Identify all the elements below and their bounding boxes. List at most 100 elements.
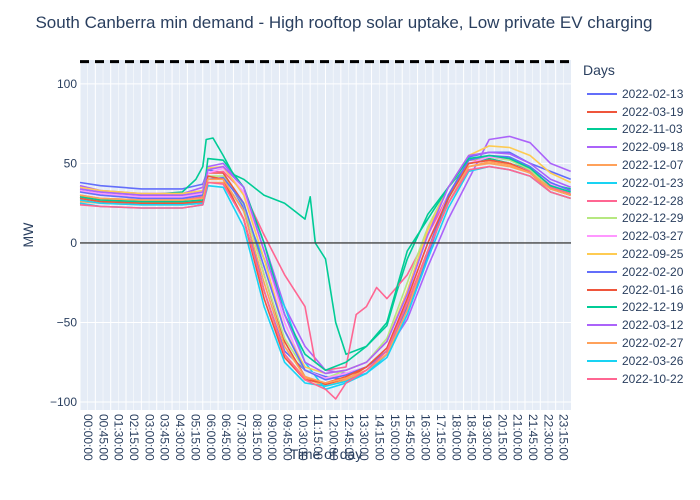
- x-tick-label: 14:15:00: [373, 414, 387, 461]
- legend-item[interactable]: 2022-12-29: [580, 210, 698, 228]
- series-line-2022-12-19: [79, 154, 571, 371]
- legend-items: 2022-02-13 2022-03-19 2022-11-03 2022-09-18…: [580, 85, 698, 388]
- legend-label: 2022-02-27: [622, 336, 684, 351]
- series-line-2022-03-12: [79, 151, 571, 375]
- legend-label: 2022-11-03: [622, 122, 683, 137]
- series-lines: [79, 135, 572, 400]
- legend-item[interactable]: 2022-12-28: [580, 192, 698, 210]
- legend-item[interactable]: 2022-02-13: [580, 85, 698, 103]
- x-tick-label: 23:15:00: [557, 414, 571, 461]
- legend-label: 2022-03-27: [622, 229, 684, 244]
- legend-swatch: [587, 128, 617, 131]
- legend-swatch: [587, 377, 617, 380]
- legend-title: Days: [583, 62, 615, 78]
- x-tick-label: 12:45:00: [342, 414, 356, 461]
- x-tick-label: 06:45:00: [219, 414, 233, 461]
- legend-item[interactable]: 2022-09-18: [580, 138, 698, 156]
- legend-label: 2022-03-12: [622, 318, 684, 333]
- legend-label: 2022-02-13: [622, 86, 684, 101]
- x-tick-label: 09:00:00: [265, 414, 279, 461]
- x-tick-label: 06:00:00: [204, 414, 218, 461]
- legend-swatch: [587, 288, 617, 291]
- legend-swatch: [587, 181, 617, 184]
- x-tick-label: 16:30:00: [419, 414, 433, 461]
- legend-swatch: [587, 324, 617, 327]
- x-tick-label: 12:00:00: [327, 414, 341, 461]
- x-tick-label: 09:45:00: [280, 414, 294, 461]
- legend-swatch: [587, 164, 617, 167]
- y-tick-label: 50: [64, 156, 78, 170]
- reference-lines: [80, 60, 571, 244]
- x-tick-label: 17:15:00: [434, 414, 448, 461]
- legend-swatch: [587, 342, 617, 345]
- legend-swatch: [587, 146, 617, 149]
- legend-item[interactable]: 2022-12-07: [580, 156, 698, 174]
- legend-item[interactable]: 2022-02-27: [580, 334, 698, 352]
- x-tick-label: 18:00:00: [449, 414, 463, 461]
- legend-label: 2022-12-19: [622, 300, 684, 315]
- legend-swatch: [587, 235, 617, 238]
- y-tick-label: −50: [57, 316, 78, 330]
- legend-label: 2022-12-29: [622, 211, 684, 226]
- legend: Days 2022-02-13 2022-03-19 2022-11-03 2022-…: [580, 62, 698, 388]
- y-tick-label: 100: [57, 77, 77, 91]
- legend-label: 2022-01-23: [622, 175, 684, 190]
- legend-label: 2022-09-18: [622, 140, 684, 155]
- y-tick-label: −100: [50, 395, 77, 409]
- x-tick-label: 15:45:00: [403, 414, 417, 461]
- legend-item[interactable]: 2022-03-26: [580, 352, 698, 370]
- x-tick-label: 19:30:00: [480, 414, 494, 461]
- legend-item[interactable]: 2022-11-03: [580, 121, 698, 139]
- x-tick-label: 21:00:00: [511, 414, 525, 461]
- legend-label: 2022-09-25: [622, 247, 684, 262]
- x-tick-label: 04:30:00: [173, 414, 187, 461]
- x-tick-label: 02:15:00: [127, 414, 141, 461]
- x-tick-label: 10:30:00: [296, 414, 310, 461]
- chart-title: South Canberra min demand - High rooftop…: [35, 13, 653, 32]
- series-line-2022-03-27: [79, 156, 571, 379]
- legend-swatch: [587, 253, 617, 256]
- legend-swatch: [587, 270, 617, 273]
- legend-swatch: [587, 92, 617, 95]
- y-tick-label: 0: [70, 236, 77, 250]
- legend-item[interactable]: 2022-01-16: [580, 281, 698, 299]
- y-tick-labels: 100 50 0 −50 −100: [50, 77, 77, 409]
- legend-item[interactable]: 2022-09-25: [580, 245, 698, 263]
- legend-swatch: [587, 306, 617, 309]
- legend-item[interactable]: 2022-03-19: [580, 103, 698, 121]
- legend-item[interactable]: 2022-02-20: [580, 263, 698, 281]
- legend-item[interactable]: 2022-12-19: [580, 299, 698, 317]
- legend-swatch: [587, 199, 617, 202]
- x-gridlines: [79, 60, 564, 410]
- x-tick-label: 08:15:00: [250, 414, 264, 461]
- legend-label: 2022-01-16: [622, 282, 684, 297]
- x-tick-label: 21:45:00: [526, 414, 540, 461]
- legend-item[interactable]: 2022-10-22: [580, 370, 698, 388]
- legend-label: 2022-03-26: [622, 353, 684, 368]
- legend-label: 2022-03-19: [622, 104, 684, 119]
- x-tick-labels: 00:00:00 00:45:00 01:30:00 02:15:00 03:00:00…: [81, 414, 571, 461]
- x-tick-label: 00:45:00: [96, 414, 110, 461]
- x-tick-label: 07:30:00: [234, 414, 248, 461]
- legend-label: 2022-10-22: [622, 371, 684, 386]
- x-tick-label: 00:00:00: [81, 414, 95, 461]
- series-line-2022-10-22: [79, 165, 571, 400]
- legend-item[interactable]: 2022-01-23: [580, 174, 698, 192]
- x-tick-label: 13:30:00: [357, 414, 371, 461]
- legend-label: 2022-12-28: [622, 193, 684, 208]
- legend-swatch: [587, 110, 617, 113]
- legend-swatch: [587, 217, 617, 220]
- legend-item[interactable]: 2022-03-27: [580, 227, 698, 245]
- legend-label: 2022-02-20: [622, 264, 684, 279]
- x-tick-label: 03:45:00: [158, 414, 172, 461]
- legend-item[interactable]: 2022-03-12: [580, 316, 698, 334]
- x-tick-label: 01:30:00: [112, 414, 126, 461]
- series-line-2022-02-27: [79, 161, 571, 384]
- legend-swatch: [587, 359, 617, 362]
- x-tick-label: 03:00:00: [142, 414, 156, 461]
- x-tick-label: 18:45:00: [465, 414, 479, 461]
- x-tick-label: 15:00:00: [388, 414, 402, 461]
- y-axis-title: MW: [20, 222, 36, 248]
- x-tick-label: 22:30:00: [541, 414, 555, 461]
